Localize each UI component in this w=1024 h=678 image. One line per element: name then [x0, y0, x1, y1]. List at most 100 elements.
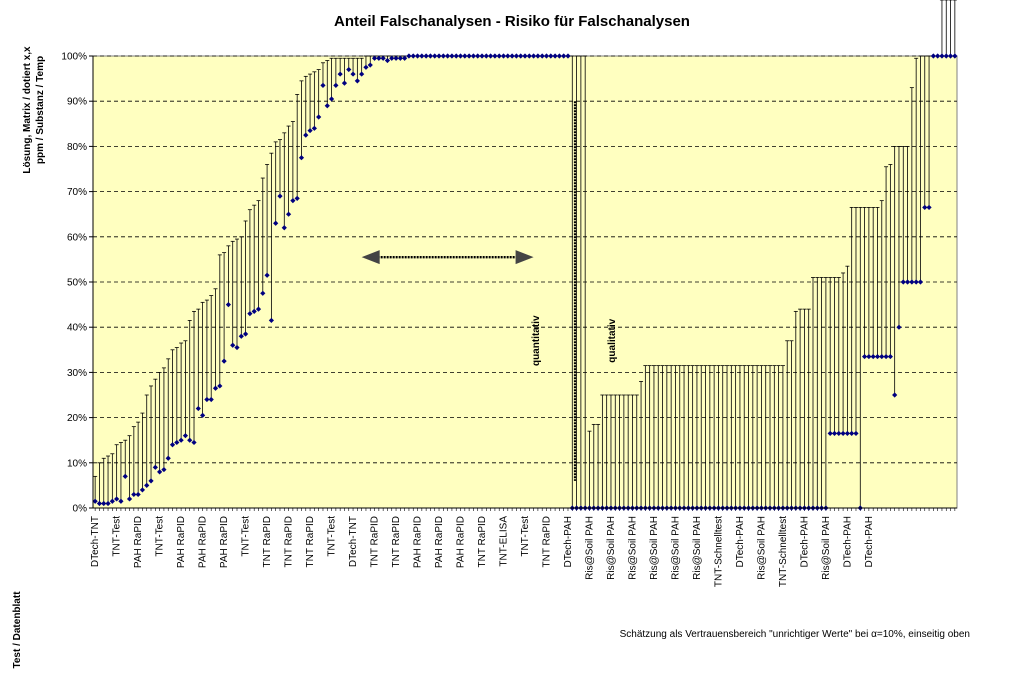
x-category-label: TNT RaPID: [262, 516, 273, 568]
x-category-label: Ris@Soil PAH: [821, 516, 832, 580]
data-point: [230, 342, 236, 348]
data-point: [874, 353, 881, 360]
data-point: [208, 396, 214, 403]
data-point: [122, 473, 128, 479]
y-tick-label: 20%: [67, 413, 87, 424]
y-tick-label: 100%: [61, 52, 87, 63]
x-category-label: Ris@Soil PAH: [756, 516, 767, 580]
data-point: [861, 353, 868, 360]
data-point: [380, 55, 386, 61]
data-point: [917, 279, 924, 285]
data-point: [935, 53, 941, 59]
data-point: [462, 53, 468, 59]
data-point: [509, 53, 515, 59]
data-point: [367, 62, 373, 68]
x-category-label: TNT-ELISA: [499, 516, 510, 567]
data-point: [389, 55, 395, 61]
x-category-label: TNT-Test: [155, 516, 166, 557]
data-point: [251, 308, 257, 314]
data-point: [552, 53, 558, 59]
x-category-label: Ris@Soil PAH: [670, 516, 681, 580]
data-point: [316, 114, 322, 120]
data-point: [217, 383, 223, 389]
data-point: [114, 496, 120, 502]
data-point: [883, 353, 889, 360]
x-category-label: PAH RaPID: [219, 516, 230, 568]
data-point: [414, 53, 421, 59]
data-point: [419, 53, 425, 59]
x-category-label: TNT RaPID: [477, 516, 488, 568]
data-point: [200, 412, 206, 418]
y-axis-label-line1: Lösung, Matrix / dotiert x,x: [22, 46, 33, 174]
data-point: [892, 392, 898, 398]
data-point: [849, 430, 855, 437]
data-point: [930, 53, 936, 59]
data-point: [831, 430, 838, 437]
data-point: [242, 331, 249, 337]
data-point: [92, 498, 98, 504]
data-point: [255, 306, 262, 312]
data-point: [943, 53, 949, 59]
data-point: [947, 53, 954, 59]
data-point: [836, 430, 842, 437]
x-category-label: DTech-PAH: [563, 516, 574, 568]
data-point: [913, 279, 919, 285]
data-point: [264, 272, 270, 278]
x-category-label: Ris@Soil PAH: [649, 516, 660, 580]
data-point: [470, 53, 477, 59]
data-point: [148, 478, 154, 484]
data-point: [268, 317, 274, 324]
data-point: [234, 344, 240, 351]
data-point: [298, 155, 305, 161]
data-point: [513, 53, 520, 59]
data-point: [333, 82, 339, 88]
data-point: [483, 53, 489, 59]
x-category-label: Ris@Soil PAH: [606, 516, 617, 580]
data-point: [354, 78, 360, 84]
data-point: [427, 53, 434, 59]
data-point: [328, 96, 335, 102]
x-category-label: TNT-Schnelltest: [778, 516, 789, 587]
data-point: [182, 433, 189, 439]
y-axis-ticks: 0% 10% 20% 30% 40% 50% 60% 70% 80% 90% 100%: [61, 52, 957, 515]
chart-title: Anteil Falschanalysen - Risiko für Falsc…: [334, 13, 690, 30]
y-tick-label: 70%: [67, 187, 87, 198]
data-point: [492, 53, 498, 59]
data-point: [505, 53, 511, 59]
data-point: [488, 53, 494, 59]
y-tick-label: 40%: [67, 323, 87, 334]
data-point: [445, 53, 451, 59]
data-point: [195, 405, 201, 412]
x-category-label: PAH RaPID: [133, 516, 144, 568]
data-point: [904, 279, 911, 285]
data-point: [535, 53, 541, 59]
data-point: [900, 279, 906, 285]
data-point: [926, 204, 932, 211]
x-category-label: PAH RaPID: [176, 516, 187, 568]
data-point: [157, 469, 163, 475]
x-category-label: TNT-Test: [112, 516, 123, 557]
data-point: [311, 125, 317, 131]
data-point: [221, 358, 227, 364]
data-point: [178, 437, 184, 443]
data-point: [225, 302, 232, 308]
data-point: [131, 491, 137, 498]
x-category-label: TNT-Schnelltest: [713, 516, 724, 587]
data-point: [449, 53, 455, 59]
y-tick-label: 30%: [67, 368, 87, 379]
data-point: [144, 482, 150, 488]
data-point: [866, 353, 872, 360]
x-category-label: TNT RaPID: [284, 516, 295, 568]
data-point: [187, 437, 193, 443]
data-point: [161, 466, 167, 473]
annotations: quantitativ qualitativ: [361, 101, 618, 481]
y-tick-label: 60%: [67, 232, 87, 243]
data-point: [539, 53, 545, 59]
data-point: [548, 53, 554, 59]
data-point: [853, 430, 859, 437]
data-point: [135, 491, 141, 498]
data-point: [359, 71, 365, 77]
y-tick-label: 80%: [67, 142, 87, 153]
data-point: [432, 53, 438, 59]
data-point: [346, 66, 352, 73]
